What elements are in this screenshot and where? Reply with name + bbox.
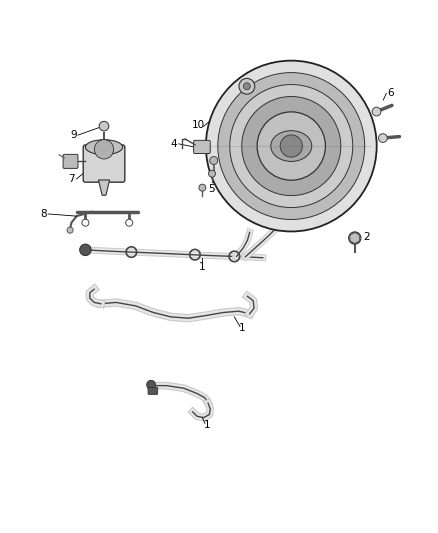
Circle shape — [95, 140, 114, 159]
Circle shape — [280, 135, 302, 157]
Ellipse shape — [271, 131, 312, 161]
Polygon shape — [350, 232, 360, 244]
Text: 6: 6 — [388, 88, 394, 99]
Circle shape — [80, 244, 91, 255]
Circle shape — [126, 219, 133, 226]
Circle shape — [349, 232, 361, 244]
Text: 1: 1 — [199, 262, 206, 272]
FancyBboxPatch shape — [148, 387, 158, 394]
FancyBboxPatch shape — [63, 155, 78, 168]
Circle shape — [244, 83, 251, 90]
Circle shape — [218, 72, 365, 220]
Text: 5: 5 — [218, 169, 225, 180]
Circle shape — [208, 170, 215, 177]
FancyBboxPatch shape — [194, 140, 210, 154]
Circle shape — [372, 107, 381, 116]
Circle shape — [257, 112, 325, 180]
Text: 4: 4 — [171, 139, 177, 149]
Text: 9: 9 — [70, 130, 77, 140]
Ellipse shape — [85, 140, 123, 155]
Text: 2: 2 — [364, 232, 370, 242]
Circle shape — [82, 219, 89, 226]
Circle shape — [239, 78, 255, 94]
Circle shape — [199, 184, 206, 191]
FancyBboxPatch shape — [83, 145, 125, 182]
Polygon shape — [99, 180, 110, 195]
Circle shape — [230, 85, 353, 207]
Text: 8: 8 — [41, 209, 47, 219]
Circle shape — [67, 227, 73, 233]
Text: 1: 1 — [204, 420, 210, 430]
Circle shape — [206, 61, 377, 231]
Circle shape — [242, 96, 341, 196]
Circle shape — [99, 122, 109, 131]
Circle shape — [147, 381, 155, 389]
Text: 5: 5 — [208, 183, 215, 193]
Text: 7: 7 — [68, 174, 74, 184]
Circle shape — [378, 134, 387, 142]
Circle shape — [210, 157, 218, 165]
Text: 10: 10 — [192, 120, 205, 130]
Text: 3: 3 — [219, 157, 226, 167]
Text: 1: 1 — [239, 323, 245, 333]
